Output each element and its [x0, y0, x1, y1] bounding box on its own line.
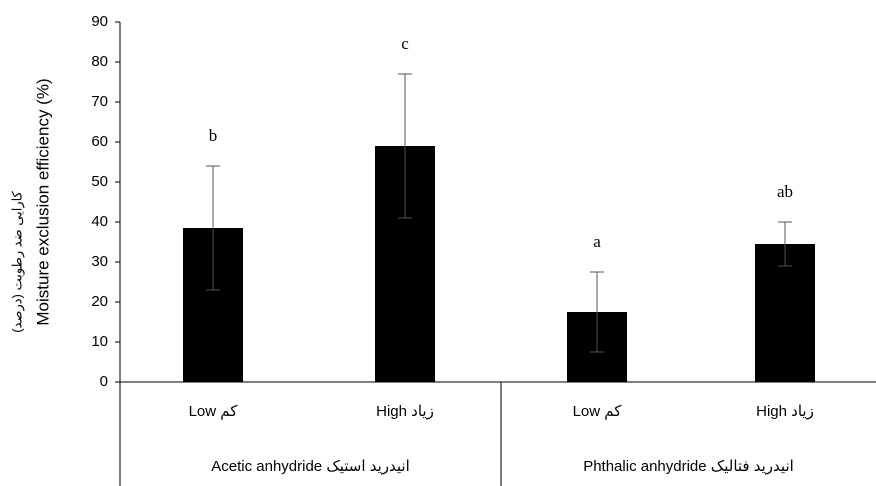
y-tick-label: 60: [91, 133, 108, 150]
x-tick-label: Low کم: [189, 403, 239, 420]
significance-label: c: [401, 34, 409, 53]
y-tick-label: 10: [91, 333, 108, 350]
y-tick-label: 70: [91, 93, 108, 110]
y-tick-label: 20: [91, 293, 108, 310]
significance-label: ab: [777, 182, 793, 201]
y-tick-label: 90: [91, 13, 108, 30]
bar: [755, 244, 815, 382]
y-tick-label: 50: [91, 173, 108, 190]
y-tick-label: 30: [91, 253, 108, 270]
x-tick-label: Low کم: [573, 403, 623, 420]
x-tick-label: High زیاد: [376, 403, 434, 420]
x-tick-label: High زیاد: [756, 403, 814, 420]
significance-label: b: [209, 126, 218, 145]
group-label: Acetic anhydride انیدرید استیک: [211, 458, 410, 475]
y-axis-label-secondary: کارایی ضد رطوبت (درصد): [9, 190, 25, 332]
y-axis-label: Moisture exclusion efficiency (%): [33, 78, 52, 325]
group-label: Phthalic anhydride انیدرید فتالیک: [583, 458, 794, 475]
y-tick-label: 0: [100, 373, 108, 390]
y-tick-label: 80: [91, 53, 108, 70]
significance-label: a: [593, 232, 601, 251]
y-tick-label: 40: [91, 213, 108, 230]
